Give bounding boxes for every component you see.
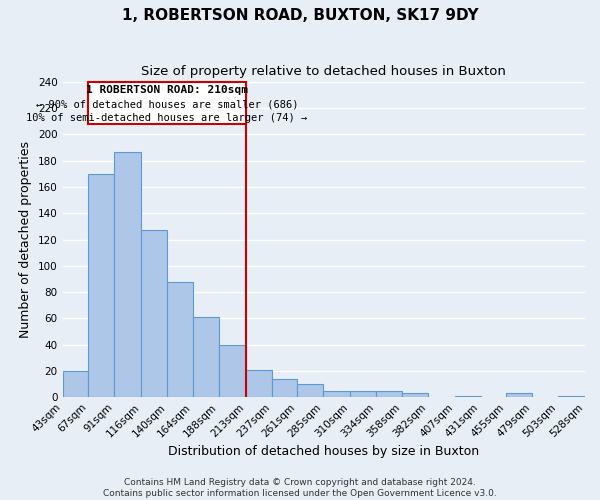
Bar [272,379,298,397]
Bar [376,390,402,397]
Text: Contains HM Land Registry data © Crown copyright and database right 2024.
Contai: Contains HM Land Registry data © Crown c… [103,478,497,498]
Bar [167,282,193,397]
X-axis label: Distribution of detached houses by size in Buxton: Distribution of detached houses by size … [168,444,479,458]
Text: ← 90% of detached houses are smaller (686): ← 90% of detached houses are smaller (68… [36,99,298,109]
Bar [141,230,167,397]
Bar [298,384,323,397]
Text: 10% of semi-detached houses are larger (74) →: 10% of semi-detached houses are larger (… [26,114,308,124]
Bar [558,396,585,397]
Bar [62,371,88,397]
Y-axis label: Number of detached properties: Number of detached properties [19,141,32,338]
Bar [246,370,272,397]
Text: 1, ROBERTSON ROAD, BUXTON, SK17 9DY: 1, ROBERTSON ROAD, BUXTON, SK17 9DY [122,8,478,22]
Bar [219,344,246,397]
FancyBboxPatch shape [88,82,246,124]
Bar [350,390,376,397]
Bar [455,396,481,397]
Bar [402,394,428,397]
Bar [506,394,532,397]
Bar [323,390,350,397]
Title: Size of property relative to detached houses in Buxton: Size of property relative to detached ho… [142,65,506,78]
Text: 1 ROBERTSON ROAD: 210sqm: 1 ROBERTSON ROAD: 210sqm [86,84,248,94]
Bar [115,152,141,397]
Bar [193,317,219,397]
Bar [88,174,115,397]
